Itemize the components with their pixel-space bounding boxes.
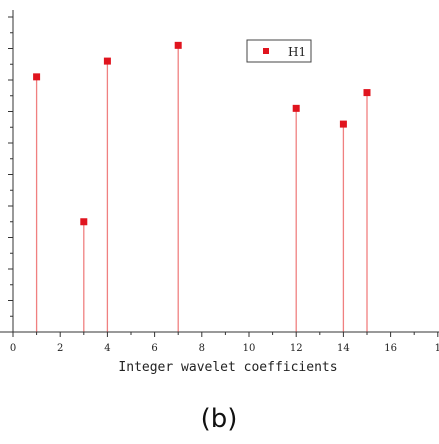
- data-point-14: [339, 120, 347, 128]
- legend-marker: [263, 48, 269, 54]
- data-point-15: [363, 89, 371, 97]
- x-tick-label: 2: [57, 343, 63, 354]
- x-axis-title: Integer wavelet coefficients: [118, 360, 337, 375]
- figure-caption: (b): [201, 404, 238, 434]
- legend: H1: [246, 39, 312, 63]
- x-ticks-group: 0 2 4 6 8 10 12 14 16 1: [10, 332, 439, 354]
- x-tick-label: 6: [151, 343, 157, 354]
- data-point-12: [292, 104, 300, 112]
- data-point-7: [174, 41, 182, 49]
- data-point-4: [103, 57, 111, 65]
- x-tick-label: 14: [337, 343, 350, 354]
- data-point-3: [80, 218, 88, 226]
- x-tick-label: 8: [199, 343, 205, 354]
- x-tick-label: 12: [290, 343, 303, 354]
- x-tick-label: 1: [435, 343, 439, 354]
- stems-group: [35, 45, 368, 332]
- x-tick-label: 4: [104, 343, 110, 354]
- x-tick-label: 10: [243, 343, 256, 354]
- legend-box: [246, 39, 312, 63]
- data-point-1: [33, 73, 41, 81]
- x-tick-label: 0: [10, 343, 16, 354]
- legend-label: H1: [288, 45, 306, 59]
- markers-group: [33, 41, 371, 226]
- y-ticks-group: [8, 16, 13, 333]
- x-tick-label: 16: [384, 343, 397, 354]
